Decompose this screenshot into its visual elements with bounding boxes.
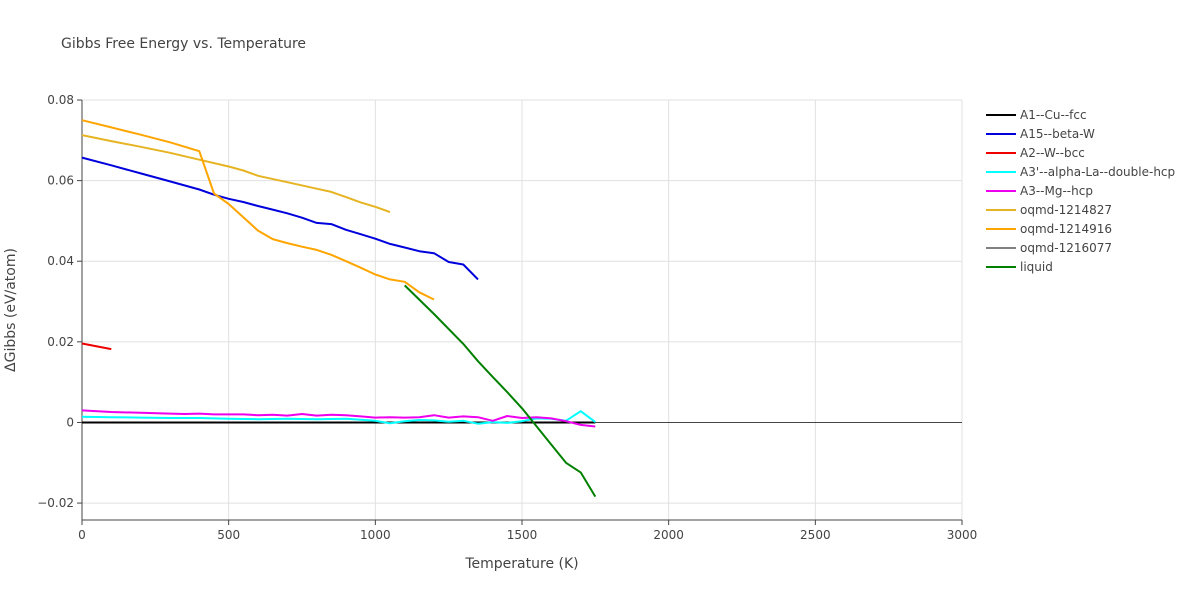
legend-item-oqmd-1214916[interactable]: oqmd-1214916 xyxy=(986,222,1112,236)
legend-item-a1-cu-fcc[interactable]: A1--Cu--fcc xyxy=(986,108,1087,122)
series-line-a3-mg-hcp[interactable] xyxy=(81,409,596,428)
legend[interactable]: A1--Cu--fcc A15--beta-W A2--W--bcc A3'--alp… xyxy=(986,108,1175,274)
y-tick-label: 0.06 xyxy=(47,174,74,188)
legend-item-a3-mg-hcp[interactable]: A3--Mg--hcp xyxy=(986,184,1093,198)
x-tick-label: 500 xyxy=(217,528,240,542)
series-line-a2-w-bcc[interactable] xyxy=(81,342,112,351)
plot-area[interactable] xyxy=(81,119,597,498)
legend-label: A2--W--bcc xyxy=(1020,146,1085,160)
x-axis-title: Temperature (K) xyxy=(464,556,578,572)
x-tick-label: 2000 xyxy=(653,528,684,542)
chart-title: Gibbs Free Energy vs. Temperature xyxy=(61,36,307,52)
legend-item-a2-w-bcc[interactable]: A2--W--bcc xyxy=(986,146,1085,160)
legend-label: liquid xyxy=(1020,260,1053,274)
legend-item-a3-alpha-la-double-hcp[interactable]: A3'--alpha-La--double-hcp xyxy=(986,165,1175,179)
legend-label: A3--Mg--hcp xyxy=(1020,184,1093,198)
legend-item-liquid[interactable]: liquid xyxy=(986,260,1053,274)
axes: 0 500 1000 1500 2000 2500 3000 −0.02 0 0.02 0.04 0.… xyxy=(37,93,977,542)
y-axis-title: ΔGibbs (eV/atom) xyxy=(3,248,19,372)
series-line-a15-beta-w[interactable] xyxy=(81,156,479,281)
legend-item-oqmd-1214827[interactable]: oqmd-1214827 xyxy=(986,203,1112,217)
x-tick-label: 1500 xyxy=(507,528,538,542)
y-tick-label: −0.02 xyxy=(37,496,74,510)
legend-item-oqmd-1216077[interactable]: oqmd-1216077 xyxy=(986,241,1112,255)
legend-label: A15--beta-W xyxy=(1020,127,1095,141)
legend-label: oqmd-1216077 xyxy=(1020,241,1112,255)
x-tick-label: 3000 xyxy=(947,528,978,542)
x-tick-label: 1000 xyxy=(360,528,391,542)
legend-item-a15-beta-w[interactable]: A15--beta-W xyxy=(986,127,1095,141)
legend-label: A1--Cu--fcc xyxy=(1020,108,1087,122)
series-line-oqmd-1214916[interactable] xyxy=(81,119,435,301)
y-tick-label: 0.02 xyxy=(47,335,74,349)
legend-label: oqmd-1214916 xyxy=(1020,222,1112,236)
series-line-oqmd-1214827[interactable] xyxy=(81,134,391,214)
series-line-a3-alpha-la-double-hcp[interactable] xyxy=(81,410,596,425)
legend-label: A3'--alpha-La--double-hcp xyxy=(1020,165,1175,179)
series-line-liquid[interactable] xyxy=(404,284,597,498)
x-tick-label: 0 xyxy=(78,528,86,542)
y-tick-label: 0.04 xyxy=(47,254,74,268)
x-tick-label: 2500 xyxy=(800,528,831,542)
y-tick-label: 0.08 xyxy=(47,93,74,107)
legend-label: oqmd-1214827 xyxy=(1020,203,1112,217)
y-tick-label: 0 xyxy=(66,415,74,429)
